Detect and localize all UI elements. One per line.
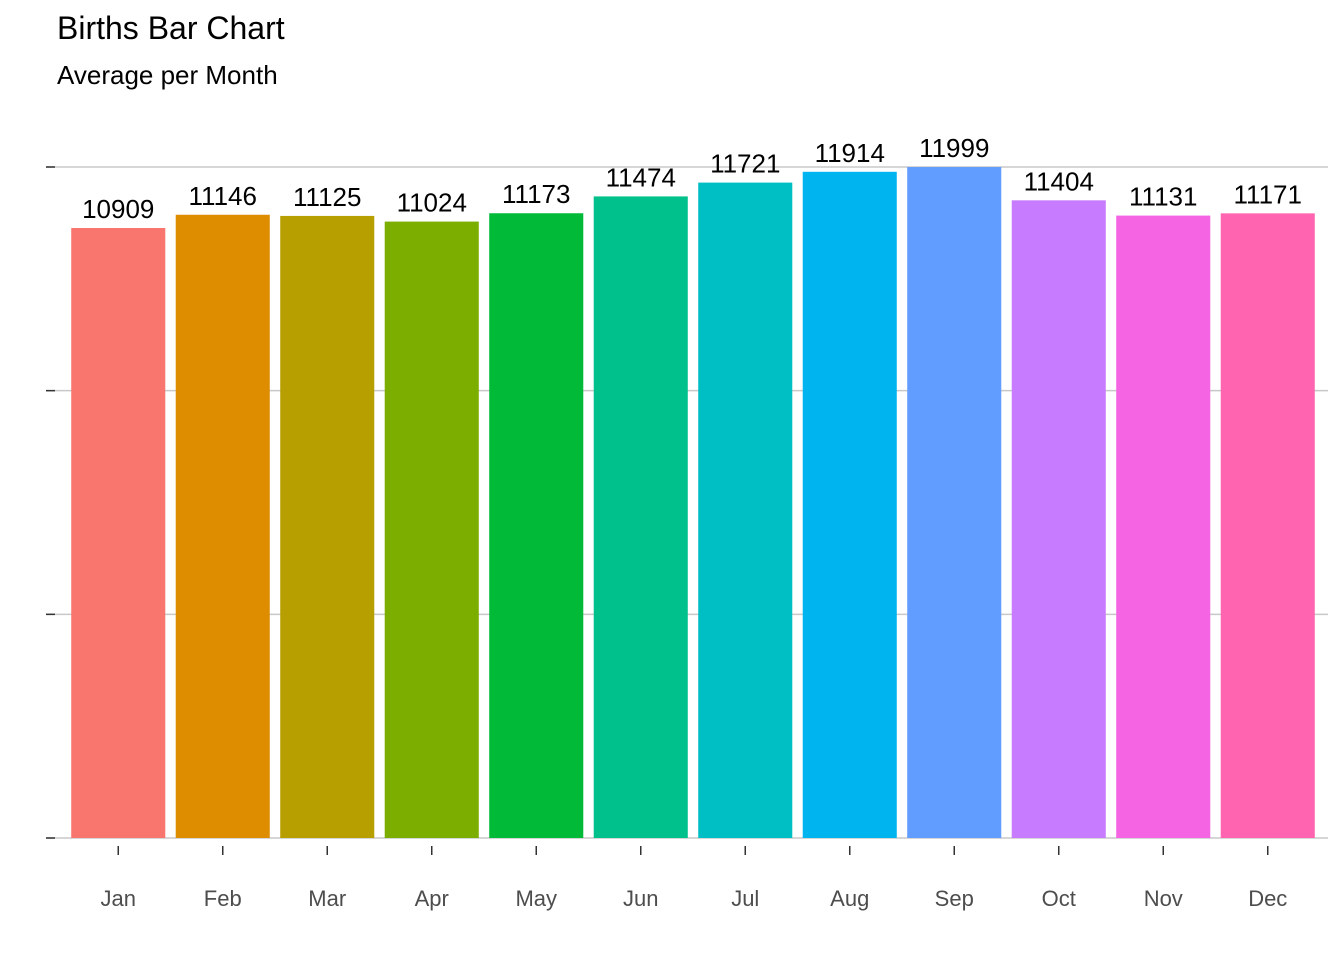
chart-title: Births Bar Chart	[57, 10, 285, 46]
bar-value-label: 11173	[502, 179, 570, 209]
bar-value-label: 10909	[82, 194, 154, 224]
bar-value-label: 11171	[1234, 179, 1302, 209]
x-tick-label: Feb	[204, 886, 242, 911]
bar-jul	[698, 182, 793, 838]
bar-apr	[384, 221, 479, 839]
bar-aug	[802, 171, 897, 838]
bar-value-labels: 10909 11146 11125 11024 11173 11474 11721 11914…	[82, 133, 1302, 224]
bars	[71, 167, 1315, 839]
bar-value-label: 11721	[710, 149, 780, 179]
bar-dec	[1220, 213, 1315, 838]
bar-jan	[71, 228, 166, 839]
x-tick-label: Sep	[935, 886, 974, 911]
bar-may	[489, 213, 584, 838]
bar-value-label: 11914	[815, 138, 885, 168]
x-tick-label: Jul	[731, 886, 759, 911]
bar-nov	[1116, 215, 1211, 839]
x-axis: Jan Feb Mar Apr May Jun Jul Aug Sep Oct Nov Dec	[101, 846, 1287, 911]
bar-value-label: 11024	[397, 188, 467, 218]
bar-mar	[280, 215, 375, 839]
bar-value-label: 11474	[606, 162, 676, 192]
x-tick-label: Mar	[308, 886, 346, 911]
x-tick-label: Jun	[623, 886, 658, 911]
x-tick-label: Aug	[830, 886, 869, 911]
x-tick-label: Jan	[101, 886, 136, 911]
x-tick-label: Oct	[1042, 886, 1076, 911]
bar-value-label: 11404	[1024, 166, 1094, 196]
bar-value-label: 11131	[1129, 182, 1197, 212]
x-tick-label: May	[515, 886, 557, 911]
chart-subtitle: Average per Month	[57, 60, 278, 90]
bar-sep	[907, 167, 1002, 839]
bar-oct	[1011, 200, 1106, 838]
x-tick-label: Apr	[415, 886, 449, 911]
bar-feb	[175, 214, 270, 839]
bar-value-label: 11146	[189, 181, 257, 211]
bar-jun	[593, 196, 688, 838]
bar-value-label: 11999	[919, 133, 989, 163]
x-tick-label: Dec	[1248, 886, 1287, 911]
x-tick-label: Nov	[1144, 886, 1183, 911]
bar-value-label: 11125	[293, 182, 361, 212]
